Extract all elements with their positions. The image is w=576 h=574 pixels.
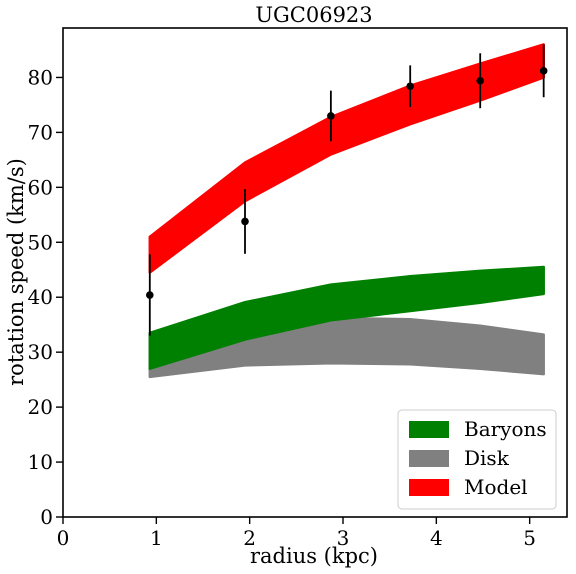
y-tick-label: 50 — [28, 230, 53, 254]
data-point — [146, 291, 154, 299]
y-tick-label: 0 — [40, 505, 53, 529]
x-tick-label: 5 — [523, 526, 536, 550]
x-tick-label: 3 — [337, 526, 350, 550]
y-tick-label: 20 — [28, 395, 53, 419]
x-tick-label: 2 — [243, 526, 256, 550]
data-point — [406, 82, 415, 91]
x-tick-label: 0 — [57, 526, 70, 550]
y-tick-label: 30 — [28, 340, 53, 364]
x-axis-label: radius (kpc) — [250, 544, 378, 568]
legend: Baryons Disk Model — [397, 409, 557, 510]
x-tick-label: 4 — [430, 526, 443, 550]
data-point — [539, 67, 548, 75]
data-point — [476, 76, 485, 85]
data-point — [241, 217, 249, 226]
legend-swatch-baryons — [409, 421, 449, 438]
legend-label-model: Model — [464, 475, 528, 499]
plot-frame — [62, 27, 568, 518]
legend-label-baryons: Baryons — [464, 417, 547, 441]
legend-swatch-disk — [409, 450, 449, 467]
legend-swatch-model — [409, 479, 449, 496]
y-tick-label: 80 — [28, 65, 53, 89]
chart-title: UGC06923 — [255, 3, 372, 27]
data-point — [327, 112, 335, 120]
legend-label-disk: Disk — [464, 446, 510, 470]
y-tick-label: 60 — [28, 175, 53, 199]
y-tick-label: 70 — [28, 120, 53, 144]
y-axis-label: rotation speed (km/s) — [4, 158, 28, 386]
model-band — [148, 43, 545, 274]
x-tick-label: 1 — [150, 526, 163, 550]
y-tick-label: 10 — [28, 450, 53, 474]
y-tick-label: 40 — [28, 285, 53, 309]
plot-area — [146, 43, 548, 379]
baryons-band — [148, 265, 545, 370]
